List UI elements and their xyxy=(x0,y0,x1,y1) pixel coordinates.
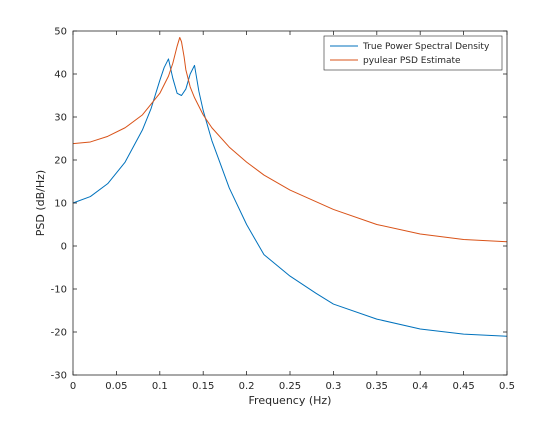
x-tick-label: 0.05 xyxy=(105,381,127,392)
x-tick-label: 0.35 xyxy=(366,381,388,392)
y-tick-label: -30 xyxy=(51,371,67,382)
legend-label-0: True Power Spectral Density xyxy=(362,42,490,52)
x-tick-label: 0 xyxy=(70,381,76,392)
y-tick-label: -10 xyxy=(51,285,67,296)
x-tick-label: 0.15 xyxy=(192,381,214,392)
x-tick-label: 0.25 xyxy=(279,381,301,392)
y-tick-label: -20 xyxy=(51,328,67,339)
x-tick-label: 0.3 xyxy=(325,381,341,392)
series-line-1 xyxy=(72,36,508,243)
y-tick-label: 50 xyxy=(54,27,67,38)
legend: True Power Spectral Density pyulear PSD E… xyxy=(323,35,503,71)
x-tick-label: 0.4 xyxy=(412,381,428,392)
legend-label-1: pyulear PSD Estimate xyxy=(363,56,461,66)
y-tick-label: 30 xyxy=(54,113,67,124)
x-tick-label: 0.5 xyxy=(499,381,515,392)
x-axis-label: Frequency (Hz) xyxy=(249,394,332,407)
x-tick-label: 0.2 xyxy=(239,381,255,392)
y-axis-label: PSD (dB/Hz) xyxy=(34,170,47,236)
series-line-0 xyxy=(72,58,508,337)
y-tick-label: 10 xyxy=(54,199,67,210)
y-tick-label: 20 xyxy=(54,156,67,167)
x-tick-label: 0.45 xyxy=(452,381,474,392)
x-tick-label: 0.1 xyxy=(152,381,168,392)
y-tick-label: 0 xyxy=(61,242,67,253)
plot-area xyxy=(73,31,507,375)
legend-box xyxy=(323,35,503,71)
y-tick-label: 40 xyxy=(54,70,67,81)
